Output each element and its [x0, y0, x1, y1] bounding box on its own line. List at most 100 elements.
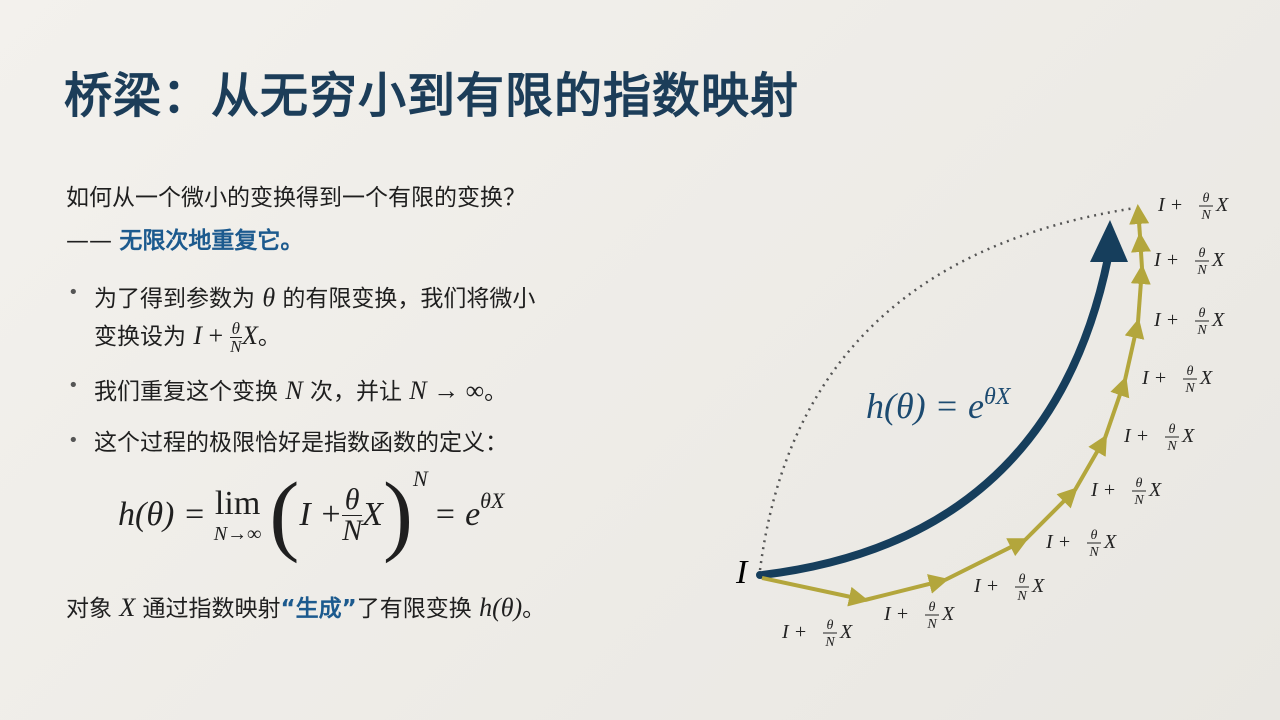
num: θ [827, 618, 834, 633]
bullet: 这个过程的极限恰好是指数函数的定义： [68, 430, 508, 458]
math: + [201, 321, 230, 350]
rhs: = e [433, 496, 481, 533]
exp: θX [480, 488, 505, 513]
lim: lim [214, 484, 261, 522]
lhs: I + [1123, 425, 1149, 447]
I: I + [299, 496, 343, 533]
lim-sub: N→∞ [213, 522, 262, 545]
den: N [926, 617, 937, 632]
text: 次，并让 [302, 379, 410, 405]
text: 的有限变换，我们将微小 [275, 286, 536, 312]
math: X [119, 593, 136, 622]
answer-text: 无限次地重复它。 [119, 228, 304, 254]
step-label: I + θN X [1123, 422, 1195, 454]
num: θ [929, 600, 936, 615]
conclusion: 对象 X 通过指数映射“生成”了有限变换 h(θ)。 [66, 592, 545, 624]
num: θ [342, 484, 363, 516]
step-arrow [944, 538, 1029, 582]
num: θ [1199, 246, 1206, 261]
x: X [1031, 575, 1045, 597]
step-label: I + θN X [1045, 528, 1117, 560]
math: I [193, 321, 202, 350]
exp-power: θX [984, 384, 1012, 410]
x: X [941, 603, 955, 625]
text: 。 [522, 596, 546, 622]
x: X [1103, 531, 1117, 553]
text: 这个过程的极限恰好是指数函数的定义： [94, 430, 508, 456]
step-label: I + θN X [781, 618, 853, 650]
step-label: I + θN X [1153, 246, 1225, 278]
text: 为了得到参数为 [94, 286, 263, 312]
x: X [1199, 367, 1213, 389]
math: N [409, 376, 427, 405]
step-arrow [864, 574, 949, 602]
lhs: I + [781, 621, 807, 643]
limit: lim N→∞ [214, 485, 262, 546]
bullet: 为了得到参数为 θ 的有限变换，我们将微小 [68, 282, 536, 314]
bullet-cont: 变换设为 I + θ N X。 [94, 320, 281, 355]
step-arrow [1129, 204, 1150, 237]
step-label: I + θN X [1090, 476, 1162, 508]
text: 了有限变换 [356, 596, 480, 622]
den: N [1196, 323, 1207, 338]
exp-arrow [761, 257, 1112, 579]
step-label: I + θN X [973, 572, 1045, 604]
step-arrow [1103, 376, 1130, 439]
text: 。 [484, 379, 508, 405]
math: X [242, 321, 258, 350]
lhs: I + [1090, 479, 1116, 501]
text: 对象 [66, 596, 120, 622]
den: N [1016, 589, 1027, 604]
bullet: 我们重复这个变换 N 次，并让 N → ∞。 [68, 375, 508, 407]
step-arrow [1131, 232, 1151, 269]
step-label: I + θN X [1153, 306, 1225, 338]
math: → ∞ [426, 376, 485, 405]
title: 桥梁：从无穷小到有限的指数映射 [64, 68, 800, 124]
text: 通过指数映射 [135, 596, 281, 622]
den: N [342, 513, 363, 547]
step-arrow [1023, 487, 1078, 542]
step-arrow [1073, 434, 1107, 491]
exp-arrowhead [1090, 220, 1128, 262]
step-arrow [1123, 318, 1145, 381]
lhs: I + [1141, 367, 1167, 389]
math: θ [262, 283, 276, 312]
origin-dot [756, 571, 764, 579]
x: X [839, 621, 853, 643]
math: h(θ) [479, 593, 523, 622]
den: N [1088, 545, 1099, 560]
text: 变换设为 [94, 324, 194, 350]
x: X [1148, 479, 1162, 501]
den: N [1133, 493, 1144, 508]
step-arrow [761, 576, 869, 607]
X: X [362, 496, 383, 533]
num: θ [1019, 572, 1026, 587]
num: θ [229, 319, 243, 338]
num: θ [1136, 476, 1143, 491]
origin-label: I [735, 554, 749, 591]
lhs: I + [1157, 194, 1183, 216]
dash: —— [66, 228, 112, 254]
question: 如何从一个微小的变换得到一个有限的变换？ [66, 185, 526, 211]
step-arrow [1130, 264, 1151, 323]
step-label: I + θN X [1157, 191, 1229, 223]
answer: —— 无限次地重复它。 [66, 228, 303, 256]
exp-label: h(θ) = eθX [866, 384, 1012, 426]
num: θ [1091, 528, 1098, 543]
emphasis: “生成” [280, 596, 357, 622]
text: 。 [257, 324, 281, 350]
lhs: I + [973, 575, 999, 597]
lhs: I + [1153, 309, 1179, 331]
num: θ [1187, 364, 1194, 379]
paren: ( [269, 465, 300, 564]
math: N [285, 376, 303, 405]
step-label: I + θN X [883, 600, 955, 632]
lhs: I + [883, 603, 909, 625]
dotted-arc [758, 206, 1136, 571]
exp-base: h(θ) = e [866, 386, 984, 426]
lhs: I + [1045, 531, 1071, 553]
